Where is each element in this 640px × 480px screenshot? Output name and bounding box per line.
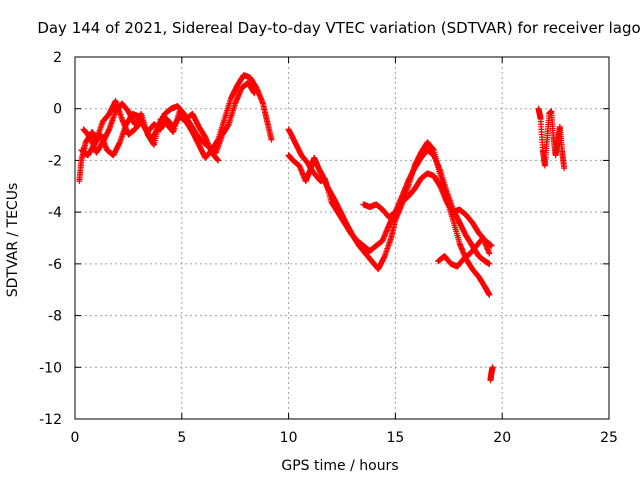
chart-title: Day 144 of 2021, Sidereal Day-to-day VTE…	[37, 19, 640, 37]
x-tick-label: 0	[71, 430, 80, 446]
x-axis-label: GPS time / hours	[281, 458, 398, 474]
x-tick-label: 20	[493, 430, 511, 446]
plot-frame	[74, 56, 610, 420]
y-tick-label: -10	[39, 360, 62, 376]
y-tick-label: -12	[39, 412, 62, 428]
y-tick-label: 2	[53, 50, 62, 66]
data-point	[486, 250, 493, 257]
ticks: 0 5 10 15 20 25 -12 -10 -8 -6 -4 -2 0 2	[39, 50, 618, 446]
y-tick-label: -4	[48, 205, 62, 221]
series-track-i	[535, 105, 568, 172]
series-track-g	[435, 235, 493, 270]
data-point	[215, 157, 222, 164]
y-tick-label: 0	[53, 102, 62, 118]
grid	[75, 57, 609, 419]
series-track-c	[80, 100, 222, 164]
y-tick-label: -8	[48, 309, 62, 325]
data-point	[489, 364, 496, 371]
data-point	[268, 136, 275, 143]
data-point	[251, 90, 258, 97]
series-track-e	[285, 126, 493, 267]
data-points	[76, 72, 568, 384]
data-point	[561, 165, 568, 172]
y-tick-label: -6	[48, 257, 62, 273]
data-point	[488, 242, 495, 249]
data-point	[486, 291, 493, 298]
x-tick-label: 15	[386, 430, 404, 446]
data-point	[486, 260, 493, 267]
series-track-h	[487, 364, 496, 384]
x-tick-label: 25	[600, 430, 618, 446]
series-track-f	[360, 170, 495, 249]
x-tick-label: 10	[280, 430, 298, 446]
y-axis-label: SDTVAR / TECUs	[5, 183, 21, 298]
x-tick-label: 5	[177, 430, 186, 446]
y-tick-label: -2	[48, 153, 62, 169]
